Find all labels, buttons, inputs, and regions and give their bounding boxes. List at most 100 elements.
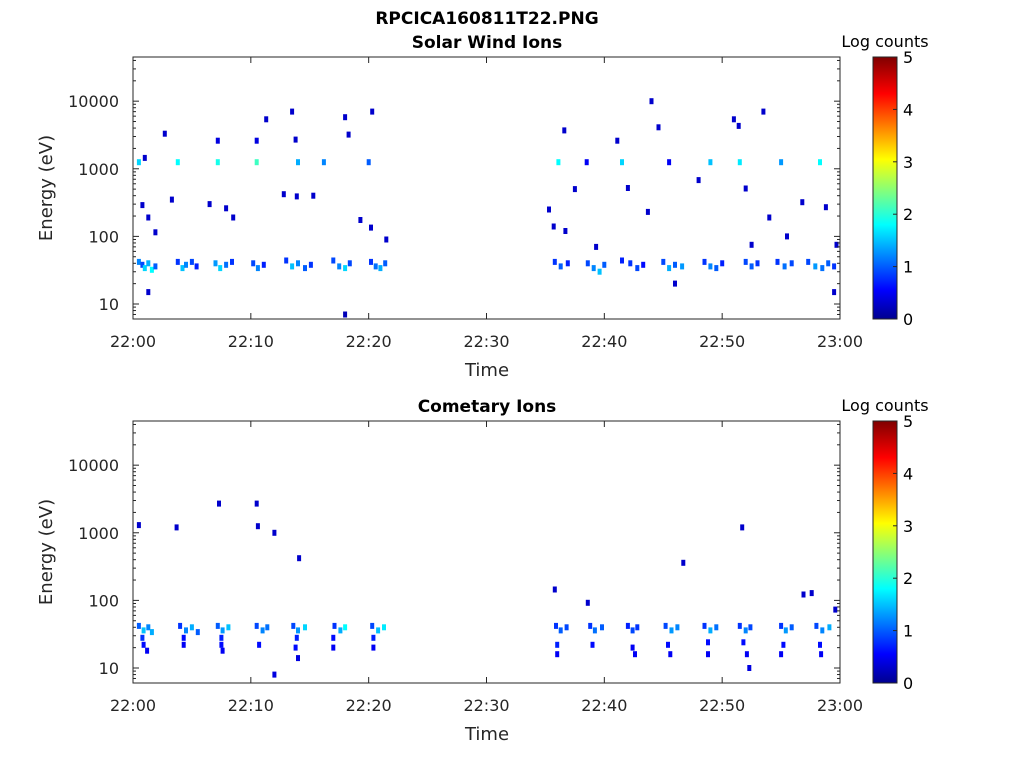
- cometary-cell: [789, 624, 794, 631]
- solar-wind-cell: [331, 257, 336, 264]
- cometary-cell: [376, 627, 381, 634]
- solar-wind-cell: [140, 261, 145, 268]
- solar-wind-cell: [175, 258, 180, 265]
- cometary-cell: [714, 624, 719, 631]
- solar-wind-cell: [806, 258, 811, 265]
- solar-wind-xtick-label: 22:30: [463, 332, 509, 351]
- cometary-cell: [737, 622, 742, 629]
- cometary-title: Cometary Ions: [418, 397, 557, 417]
- cometary-cell: [181, 641, 186, 648]
- cometary-xlabel: Time: [464, 724, 509, 745]
- cometary-cell: [554, 622, 558, 629]
- solar-wind-cell: [556, 159, 561, 166]
- solar-wind-cell: [296, 260, 300, 267]
- cometary-colorbar-tick-label: 3: [903, 517, 913, 536]
- solar-wind-cell: [321, 159, 326, 166]
- cometary-cell: [744, 651, 749, 658]
- cometary-colorbar-tick-label: 0: [903, 674, 913, 693]
- solar-wind-cell: [369, 224, 373, 231]
- cometary-xtick-label: 23:00: [817, 696, 863, 715]
- solar-wind-cell: [602, 261, 607, 268]
- solar-wind-cell: [743, 258, 748, 265]
- solar-wind-cell: [834, 241, 839, 248]
- cometary-ytick-label: 10: [99, 659, 119, 678]
- cometary-cell: [136, 522, 141, 529]
- cometary-cell: [668, 651, 673, 658]
- solar-wind-colorbar-tick-label: 5: [903, 48, 913, 67]
- cometary-axes-box: [132, 420, 841, 684]
- solar-wind-cell: [552, 258, 557, 265]
- solar-wind-cell: [153, 229, 158, 236]
- cometary-xtick-label: 22:40: [581, 696, 627, 715]
- cometary-colorbar-tick-label: 1: [903, 622, 913, 641]
- solar-wind-cell: [708, 159, 713, 166]
- cometary-cell: [781, 641, 786, 648]
- solar-wind-cell: [645, 208, 650, 215]
- solar-wind-cell: [284, 257, 289, 264]
- solar-wind-cell: [153, 263, 158, 270]
- solar-wind-cell: [635, 265, 640, 272]
- cometary-cell: [706, 651, 710, 658]
- cometary-cell: [625, 622, 630, 629]
- solar-wind-axes-box: [132, 56, 841, 320]
- solar-wind-xtick-label: 22:10: [228, 332, 274, 351]
- cometary-ytick-label: 1000: [78, 524, 119, 543]
- solar-wind-cell: [136, 159, 141, 166]
- solar-wind-cell: [281, 191, 286, 198]
- cometary-cell: [741, 639, 746, 646]
- solar-wind-cell: [749, 263, 754, 270]
- cometary-cell: [189, 624, 194, 631]
- solar-wind-cell: [702, 258, 707, 265]
- cometary-cell: [740, 524, 745, 531]
- cometary-cell: [558, 627, 563, 634]
- solar-wind-cell: [146, 260, 151, 267]
- cometary-cell: [303, 624, 307, 631]
- cometary-cell: [220, 627, 225, 634]
- solar-wind-cell: [641, 261, 646, 268]
- solar-wind-xtick-label: 22:50: [699, 332, 745, 351]
- solar-wind-cell: [140, 202, 145, 209]
- solar-wind-cell: [146, 214, 151, 221]
- solar-wind-xtick-label: 22:00: [110, 332, 156, 351]
- solar-wind-cell: [169, 196, 174, 203]
- solar-wind-cell: [826, 260, 831, 267]
- solar-wind-cell: [585, 260, 590, 267]
- cometary-cell: [296, 627, 300, 634]
- cometary-cell: [370, 622, 375, 629]
- solar-wind-colorbar-tick-label: 3: [903, 153, 913, 172]
- cometary-xtick-label: 22:30: [463, 696, 509, 715]
- solar-wind-xtick-label: 23:00: [817, 332, 863, 351]
- cometary-cell: [136, 622, 141, 629]
- cometary-cell: [254, 500, 259, 507]
- cometary-cell: [371, 644, 376, 651]
- cometary-cell: [296, 655, 300, 662]
- cometary-cell: [293, 644, 298, 651]
- solar-wind-cell: [749, 241, 754, 248]
- cometary-heatmap: [136, 500, 838, 678]
- solar-wind-cell: [667, 265, 672, 272]
- cometary-cell: [255, 523, 260, 530]
- cometary-cell: [783, 627, 788, 634]
- solar-wind-cell: [294, 193, 299, 200]
- cometary-cell: [819, 651, 824, 658]
- solar-wind-cell: [373, 263, 378, 270]
- cometary-ytick-label: 100: [88, 591, 119, 610]
- cometary-cell: [669, 627, 674, 634]
- solar-wind-cell: [189, 258, 194, 265]
- cometary-cell: [371, 634, 376, 641]
- solar-wind-cell: [224, 205, 229, 212]
- solar-wind-colorbar-tick-label: 2: [903, 205, 913, 224]
- cometary-xtick-label: 22:50: [699, 696, 745, 715]
- solar-wind-cell: [551, 223, 556, 230]
- solar-wind-cell: [142, 154, 147, 161]
- cometary-cell: [145, 647, 150, 654]
- cometary-cell: [297, 555, 302, 562]
- cometary-cell: [215, 622, 220, 629]
- solar-wind-cell: [597, 268, 602, 275]
- cometary-cell: [590, 641, 595, 648]
- solar-wind-cell: [820, 265, 825, 272]
- cometary-cell: [743, 627, 748, 634]
- cometary-cell: [178, 622, 183, 629]
